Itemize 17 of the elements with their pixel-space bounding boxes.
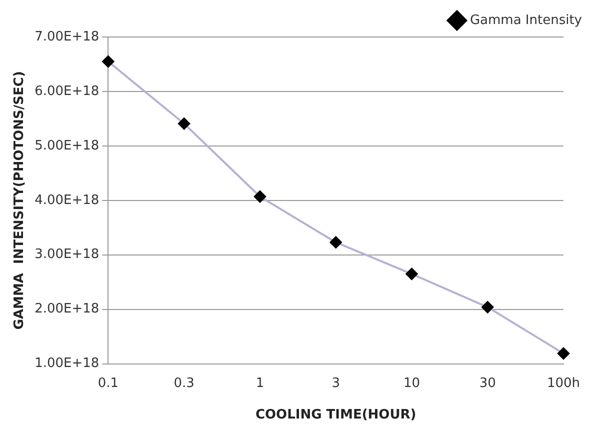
x-axis-title: COOLING TIME(HOUR) (255, 408, 416, 423)
y-axis-title: GAMMA INTENSITY(PHOTONS/SEC) (12, 71, 28, 330)
y-tick-label: 3.00E+18 (34, 247, 100, 262)
x-tick-label: 0.1 (98, 376, 119, 391)
x-tick-label: 30 (479, 376, 496, 391)
y-tick-label: 1.00E+18 (34, 356, 100, 372)
legend-label: Gamma Intensity (470, 12, 582, 28)
x-tick-label: 0.3 (174, 376, 194, 391)
y-tick-label: 7.00E+18 (34, 29, 100, 44)
x-tick-label: 100h (546, 376, 580, 391)
x-tick-label: 10 (403, 376, 420, 391)
x-tick-label: 3 (332, 376, 340, 391)
y-tick-label: 2.00E+18 (34, 302, 100, 317)
y-tick-label: 6.00E+18 (34, 84, 100, 99)
x-tick-label: 1 (256, 376, 264, 391)
y-tick-label: 5.00E+18 (34, 138, 100, 154)
y-tick-label: 4.00E+18 (34, 192, 100, 208)
